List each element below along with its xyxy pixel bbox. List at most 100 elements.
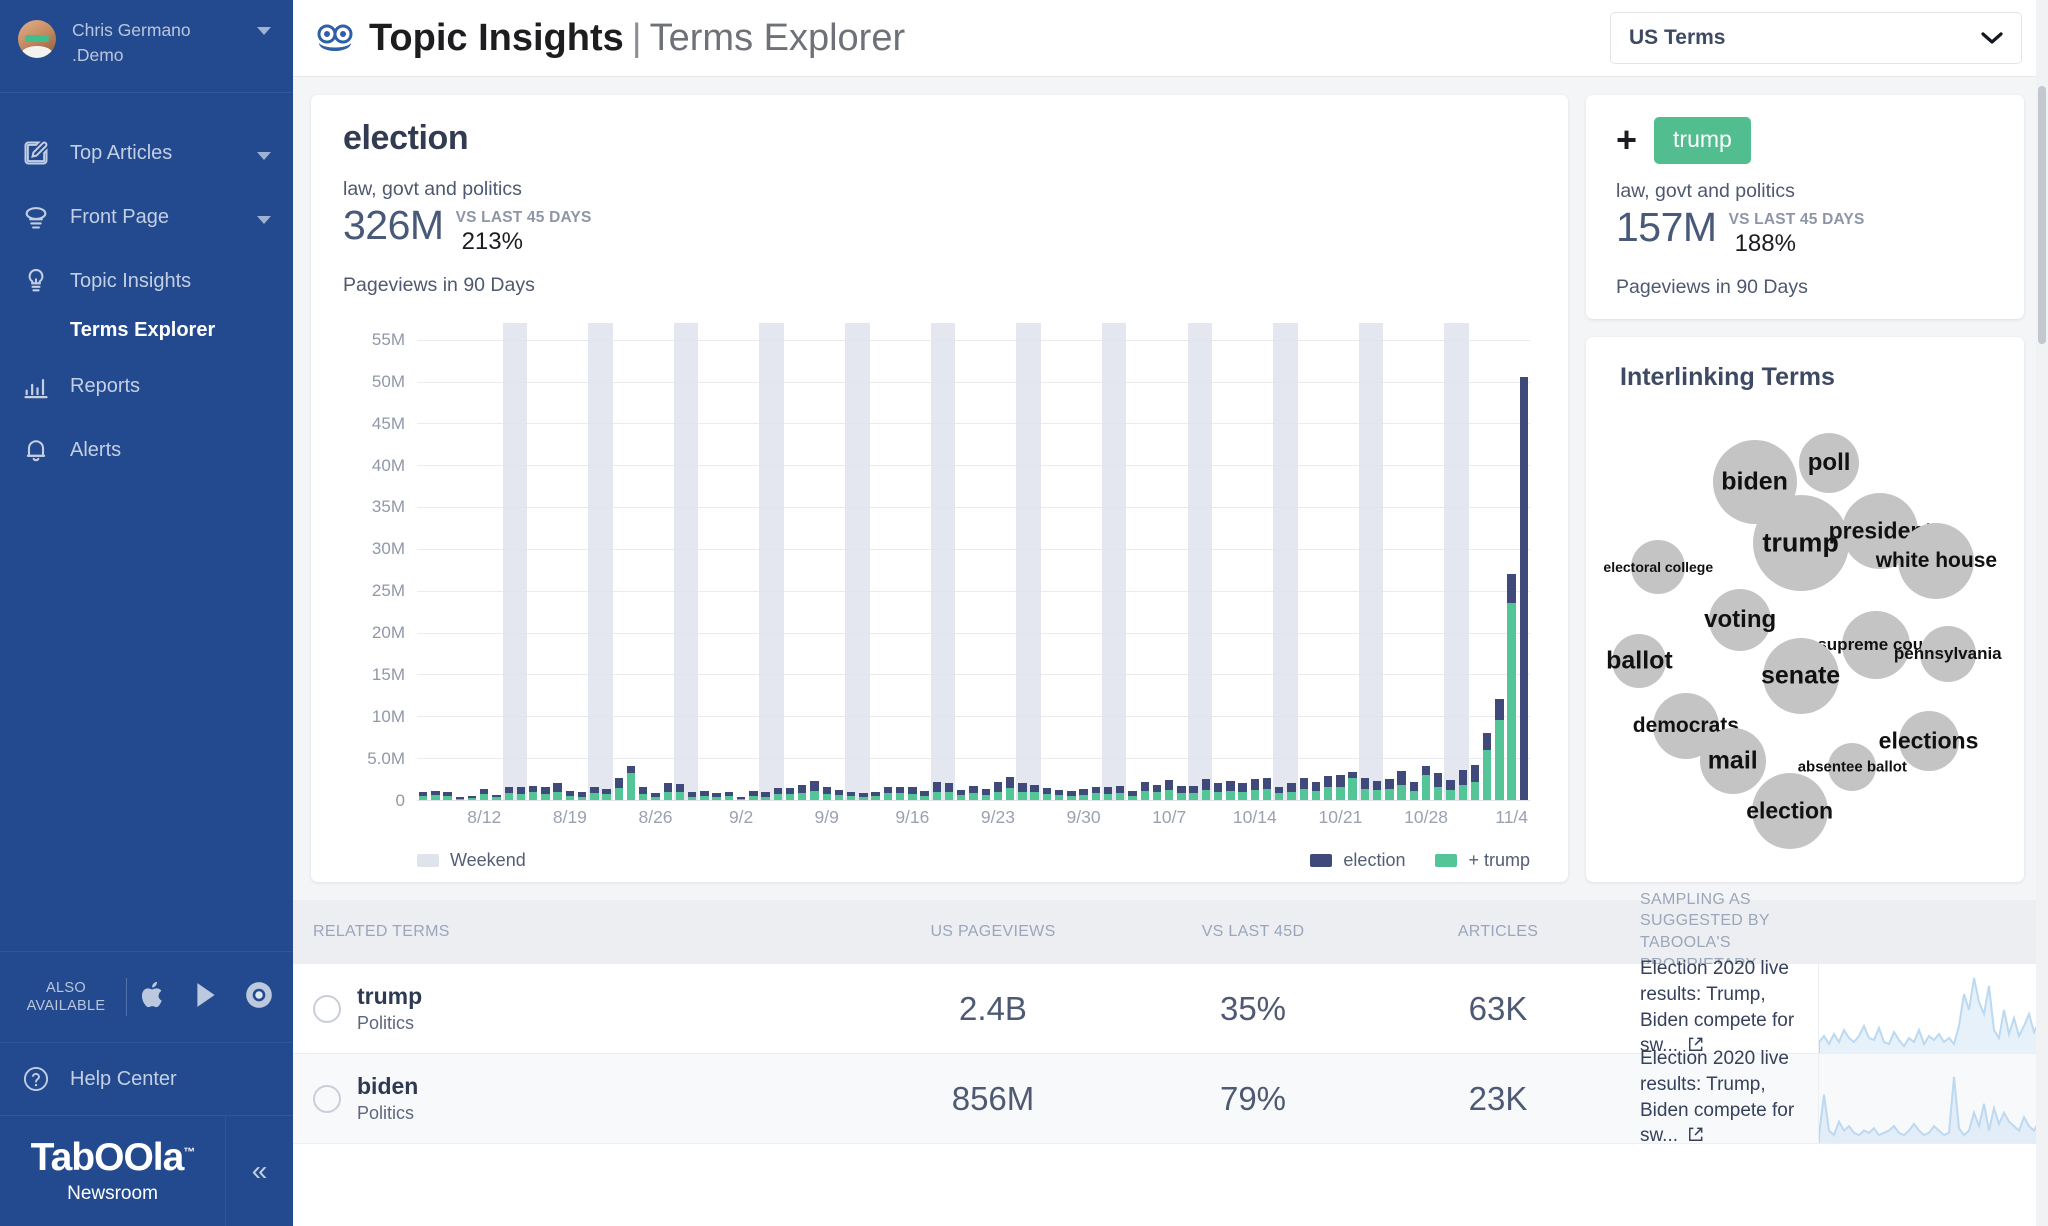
sidebar-user-account[interactable]: Chris Germano .Demo [0, 0, 293, 93]
chart-bar[interactable] [1140, 781, 1149, 800]
apple-icon[interactable] [141, 980, 167, 1015]
chart-bar[interactable] [1470, 764, 1480, 800]
add-term-button[interactable]: + [1616, 119, 1638, 161]
random-sample-text[interactable]: Election 2020 live results: Trump, Biden… [1640, 1046, 1798, 1151]
chart-bar[interactable] [859, 792, 868, 800]
chart-bar[interactable] [639, 787, 648, 800]
chart-bar[interactable] [1348, 771, 1357, 800]
chevron-down-icon[interactable] [257, 23, 271, 38]
chart-bar[interactable] [455, 796, 464, 800]
chart-bar[interactable] [993, 782, 1003, 800]
chart-bar[interactable] [822, 787, 831, 800]
chart-bar[interactable] [1372, 780, 1382, 800]
collapse-sidebar-button[interactable]: « [225, 1116, 293, 1226]
chart-bar[interactable] [773, 788, 782, 800]
chart-bar[interactable] [529, 785, 538, 800]
chart-bar[interactable] [1397, 770, 1406, 800]
chart-bar[interactable] [932, 782, 941, 800]
chart-bar[interactable] [541, 787, 550, 800]
chart-bar[interactable] [1275, 786, 1284, 800]
chart-bar[interactable] [663, 783, 672, 800]
chart-bar[interactable] [944, 783, 954, 800]
chart-bar[interactable] [577, 792, 587, 800]
chart-bar[interactable] [1409, 781, 1418, 800]
chart-bar[interactable] [847, 791, 856, 800]
chart-bar[interactable] [492, 794, 501, 800]
chart-bar[interactable] [651, 793, 660, 800]
chart-bar[interactable] [1103, 787, 1113, 800]
chart-bar[interactable] [1507, 573, 1516, 800]
scrollbar-thumb[interactable] [2038, 86, 2046, 344]
chart-bar[interactable] [1299, 778, 1308, 800]
google-play-icon[interactable] [193, 981, 219, 1014]
sidebar-item-front-page[interactable]: Front Page [0, 185, 293, 249]
chart-bar[interactable] [883, 786, 893, 800]
chart-bar[interactable] [712, 793, 721, 800]
legend-item[interactable]: election [1310, 850, 1405, 871]
chart-bar[interactable] [443, 791, 452, 800]
chart-bar[interactable] [504, 786, 513, 800]
chart-bar[interactable] [700, 790, 709, 800]
chart-bar[interactable] [1042, 788, 1052, 800]
chart-bar[interactable] [1336, 774, 1345, 800]
chart-bar[interactable] [1213, 783, 1223, 800]
chart-bar[interactable] [688, 792, 697, 800]
chart-bar[interactable] [602, 789, 611, 800]
chart-bar[interactable] [736, 797, 746, 800]
chart-bar[interactable] [1006, 776, 1015, 800]
chart-bar[interactable] [969, 785, 978, 800]
legend-item[interactable]: Weekend [417, 850, 526, 871]
chart-bar[interactable] [1434, 773, 1443, 800]
chevron-down-icon[interactable] [257, 212, 271, 227]
sidebar-item-alerts[interactable]: Alerts [0, 418, 293, 482]
chart-bar[interactable] [810, 780, 819, 800]
chart-bar[interactable] [798, 784, 807, 800]
chart-bar[interactable] [1360, 778, 1370, 800]
chart-bar[interactable] [724, 791, 734, 800]
chart-bar[interactable] [749, 790, 758, 800]
chart-bar[interactable] [675, 784, 685, 800]
chart-bar[interactable] [1018, 783, 1027, 800]
chart-bar[interactable] [1226, 780, 1235, 800]
chrome-icon[interactable] [245, 981, 273, 1014]
chart-bar[interactable] [516, 787, 526, 800]
external-link-icon[interactable] [1687, 1035, 1704, 1061]
chart-bar[interactable] [957, 789, 966, 800]
chart-bar[interactable] [565, 790, 575, 800]
chart-bar[interactable] [480, 789, 489, 800]
chart-bar[interactable] [1128, 790, 1137, 800]
row-select-radio[interactable] [313, 1084, 341, 1113]
chart-bar[interactable] [785, 788, 795, 800]
sidebar-item-reports[interactable]: Reports [0, 354, 293, 418]
chart-bar[interactable] [1091, 786, 1100, 800]
chart-bar[interactable] [1458, 769, 1467, 800]
chart-bar[interactable] [1262, 778, 1272, 800]
chart-bar[interactable] [1201, 779, 1211, 800]
chart-bar[interactable] [626, 766, 636, 800]
chart-bar[interactable] [1067, 790, 1076, 800]
chart-bar[interactable] [590, 786, 599, 800]
chart-bar[interactable] [1054, 789, 1064, 800]
chart-bar[interactable] [1324, 775, 1333, 800]
sidebar-item-help-center[interactable]: Help Center [0, 1043, 293, 1116]
table-row[interactable]: trump Politics 2.4B 35% 63K Election 2020 liv… [293, 958, 2048, 1056]
chart-bar[interactable] [1177, 785, 1186, 800]
chart-bar[interactable] [1385, 779, 1394, 800]
chart-bar[interactable] [1519, 376, 1529, 800]
chart-bar[interactable] [1495, 699, 1504, 800]
chart-bar[interactable] [1250, 779, 1259, 800]
terms-market-select[interactable]: US Terms [1610, 12, 2022, 64]
page-scrollbar[interactable] [2036, 0, 2048, 1226]
chart-bar[interactable] [1287, 783, 1296, 800]
random-sample-text[interactable]: Election 2020 live results: Trump, Biden… [1640, 956, 1798, 1061]
chart-bar[interactable] [895, 786, 905, 800]
table-row[interactable]: biden Politics 856M 79% 23K Election 2020 liv… [293, 1048, 2048, 1146]
chart-bar[interactable] [981, 789, 990, 800]
chart-bar[interactable] [871, 792, 880, 800]
chart-bar[interactable] [467, 796, 477, 800]
chart-bar[interactable] [553, 783, 562, 800]
chart-bar[interactable] [1421, 766, 1431, 800]
sidebar-item-terms-explorer[interactable]: Terms Explorer [70, 319, 216, 341]
chart-bar[interactable] [1079, 789, 1088, 800]
chart-bar[interactable] [1116, 785, 1125, 800]
